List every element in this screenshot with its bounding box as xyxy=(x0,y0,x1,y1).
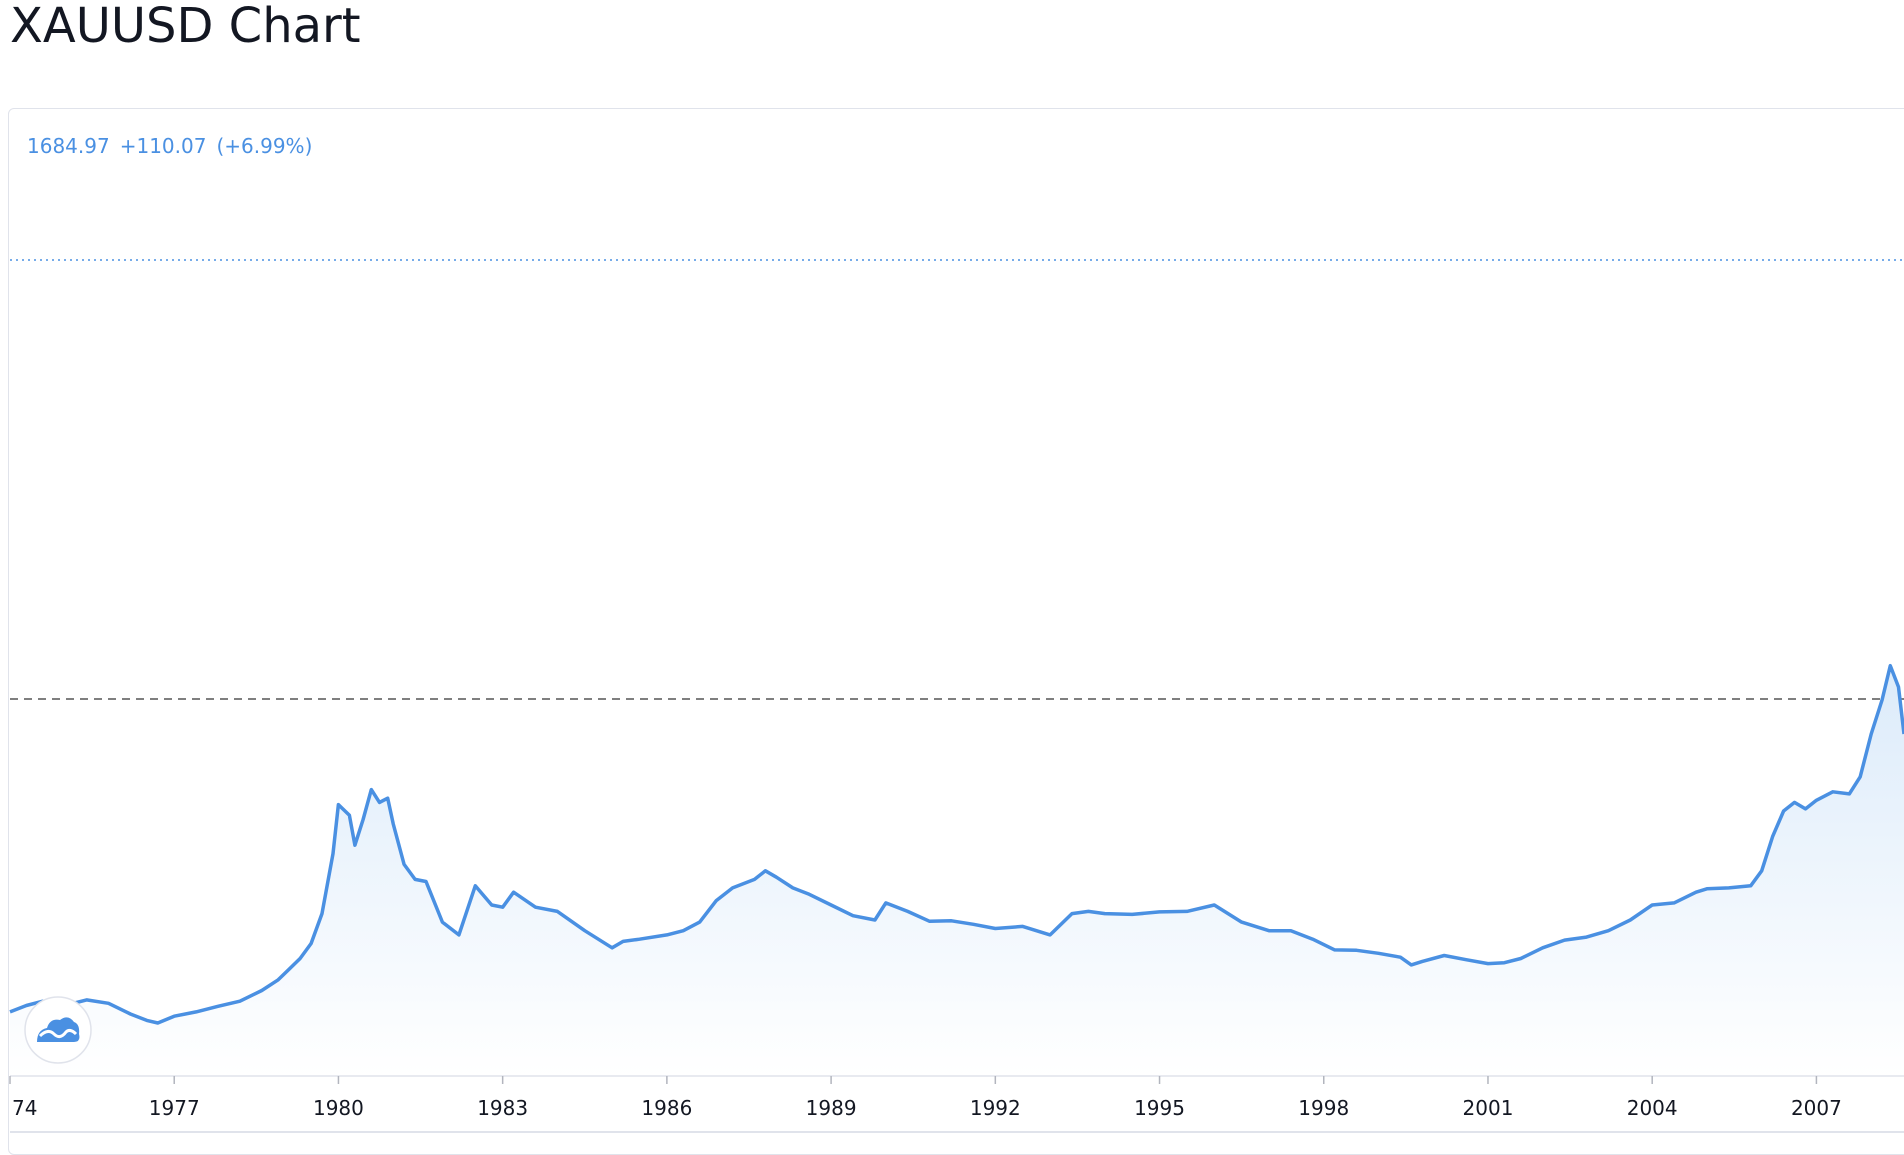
series-area-fill xyxy=(10,665,1904,1076)
x-tick-label: 1986 xyxy=(641,1096,692,1120)
cloud-logo-icon xyxy=(37,1017,80,1042)
x-tick-label: 74 xyxy=(12,1096,37,1120)
x-tick-label: 1995 xyxy=(1134,1096,1185,1120)
tradingview-logo-button[interactable] xyxy=(24,996,92,1064)
page-title: XAUUSD Chart xyxy=(10,0,361,54)
x-tick-label: 1989 xyxy=(806,1096,857,1120)
x-axis-ticks: 74 1977 1980 1983 1986 1989 1992 1995 1998 2001 20… xyxy=(9,1076,1842,1120)
x-tick-label: 2004 xyxy=(1627,1096,1678,1120)
price-change-percent: (+6.99%) xyxy=(216,134,313,158)
price-readout: 1684.97 +110.07 (+6.99%) xyxy=(27,134,322,158)
x-tick-label: 1977 xyxy=(149,1096,200,1120)
wave-icon xyxy=(38,1028,78,1039)
x-tick-label: 1983 xyxy=(477,1096,528,1120)
x-tick-label: 1992 xyxy=(970,1096,1021,1120)
series-line xyxy=(9,663,1904,1025)
price-change: +110.07 xyxy=(119,134,207,158)
x-tick-label: 1998 xyxy=(1298,1096,1349,1120)
last-price: 1684.97 xyxy=(27,134,110,158)
x-tick-label: 1980 xyxy=(313,1096,364,1120)
x-tick-label: 2001 xyxy=(1463,1096,1514,1120)
x-tick-label: 2007 xyxy=(1791,1096,1842,1120)
